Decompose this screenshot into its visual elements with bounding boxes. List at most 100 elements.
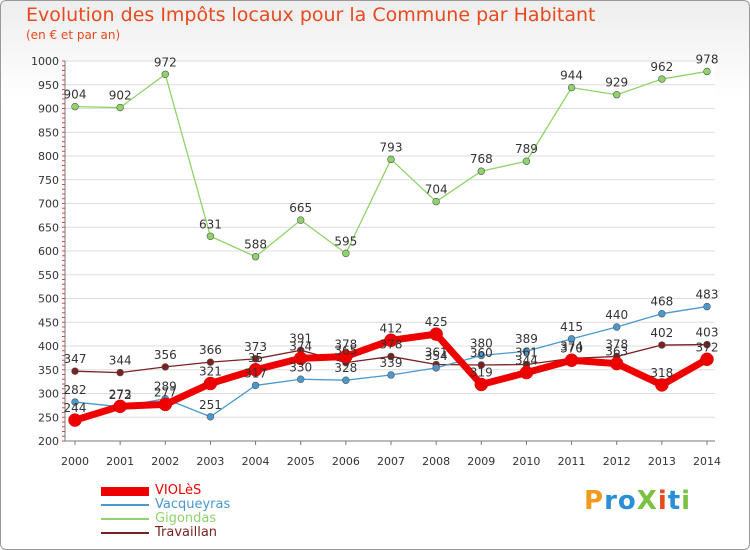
x-tick-label: 2006: [332, 455, 360, 468]
data-label: 902: [109, 89, 132, 103]
data-point: [251, 355, 260, 363]
data-label: 595: [334, 234, 357, 248]
data-point: [609, 356, 624, 371]
data-point: [116, 103, 124, 112]
x-tick-label: 2014: [693, 455, 721, 468]
x-tick-label: 2009: [467, 455, 495, 468]
y-tick-label: 600: [38, 245, 59, 258]
legend-label: VIOLèS: [155, 483, 202, 498]
data-point: [658, 310, 666, 318]
data-label: 378: [380, 337, 403, 351]
data-point: [161, 70, 169, 79]
data-point: [613, 91, 621, 99]
data-label: 366: [199, 343, 222, 357]
data-point: [432, 364, 440, 372]
y-tick-label: 450: [38, 316, 59, 329]
data-point: [700, 352, 714, 367]
data-point: [658, 75, 666, 83]
data-label: 282: [64, 383, 87, 397]
data-point: [387, 352, 395, 361]
legend-swatch: [101, 532, 149, 534]
data-point: [71, 398, 79, 406]
y-tick-label: 850: [38, 126, 59, 139]
data-label: 389: [515, 332, 538, 346]
data-point: [567, 83, 576, 92]
legend-item: Gigondas: [101, 512, 230, 526]
data-label: 344: [109, 354, 132, 368]
x-tick-label: 2008: [422, 455, 450, 468]
data-label: 380: [470, 337, 493, 351]
data-point: [203, 376, 218, 391]
data-label: 929: [605, 76, 628, 90]
data-point: [387, 155, 395, 164]
data-point: [248, 363, 263, 377]
data-label: 277: [154, 385, 177, 399]
data-point: [519, 365, 534, 380]
data-label: 402: [650, 326, 673, 340]
y-tick-label: 350: [38, 364, 59, 377]
data-label: 365: [334, 344, 357, 358]
x-tick-label: 2004: [242, 455, 270, 468]
data-point: [293, 351, 308, 366]
data-label: 35: [248, 351, 263, 365]
y-tick-label: 650: [38, 221, 59, 234]
data-point: [161, 363, 169, 371]
data-label: 944: [560, 69, 583, 83]
data-label: 328: [334, 361, 357, 375]
legend-item: VIOLèS: [101, 484, 230, 498]
y-tick-label: 250: [38, 411, 59, 424]
data-label: 244: [64, 401, 87, 415]
y-tick-label: 900: [38, 103, 59, 116]
data-point: [339, 349, 353, 364]
legend-swatch: [101, 486, 149, 496]
data-point: [206, 413, 215, 421]
data-label: 631: [199, 217, 222, 231]
data-point: [474, 377, 489, 392]
data-label: 330: [289, 360, 312, 374]
data-label: 363: [605, 345, 628, 359]
y-tick-label: 550: [38, 269, 59, 282]
legend-item: Vacqueyras: [101, 498, 230, 512]
data-label: 354: [425, 349, 448, 363]
data-label: 360: [470, 346, 493, 360]
data-label: 344: [515, 354, 538, 368]
data-point: [71, 102, 79, 111]
data-label: 374: [560, 339, 583, 353]
data-label: 665: [289, 201, 312, 215]
data-point: [342, 249, 350, 258]
data-label: 317: [244, 366, 267, 380]
data-label: 361: [515, 346, 538, 360]
data-label: 289: [154, 380, 177, 394]
chart-legend: VIOLèS Vacqueyras Gigondas Travaillan: [101, 484, 230, 540]
y-tick-label: 500: [38, 293, 59, 306]
logo-letter: t: [667, 486, 682, 516]
data-label: 793: [380, 140, 403, 154]
y-tick-label: 300: [38, 388, 59, 401]
data-point: [116, 368, 124, 377]
data-label: 483: [696, 288, 719, 302]
legend-label: Gigondas: [155, 511, 217, 526]
data-point: [703, 67, 711, 76]
data-label: 904: [64, 88, 87, 102]
data-label: 440: [605, 308, 628, 322]
logo-letter: i: [681, 486, 692, 516]
logo-letter: i: [657, 486, 668, 516]
data-point: [703, 302, 711, 311]
data-label: 273: [109, 387, 132, 401]
x-tick-label: 2000: [61, 455, 89, 468]
data-label: 361: [425, 346, 448, 360]
data-label: 588: [244, 238, 267, 252]
chart-title: Evolution des Impôts locaux pour la Comm…: [26, 4, 596, 26]
data-label: 370: [560, 341, 583, 355]
data-point: [429, 327, 443, 341]
data-label: 468: [650, 295, 673, 309]
logo-letter: o: [617, 486, 637, 516]
legend-label: Vacqueyras: [155, 497, 231, 512]
data-label: 378: [605, 337, 628, 351]
data-label: 768: [470, 152, 493, 166]
proxiti-logo: ProXiti: [584, 486, 691, 516]
legend-item: Travaillan: [101, 526, 230, 540]
data-label: 391: [289, 331, 312, 345]
x-tick-label: 2013: [648, 455, 676, 468]
data-label: 378: [334, 337, 357, 351]
